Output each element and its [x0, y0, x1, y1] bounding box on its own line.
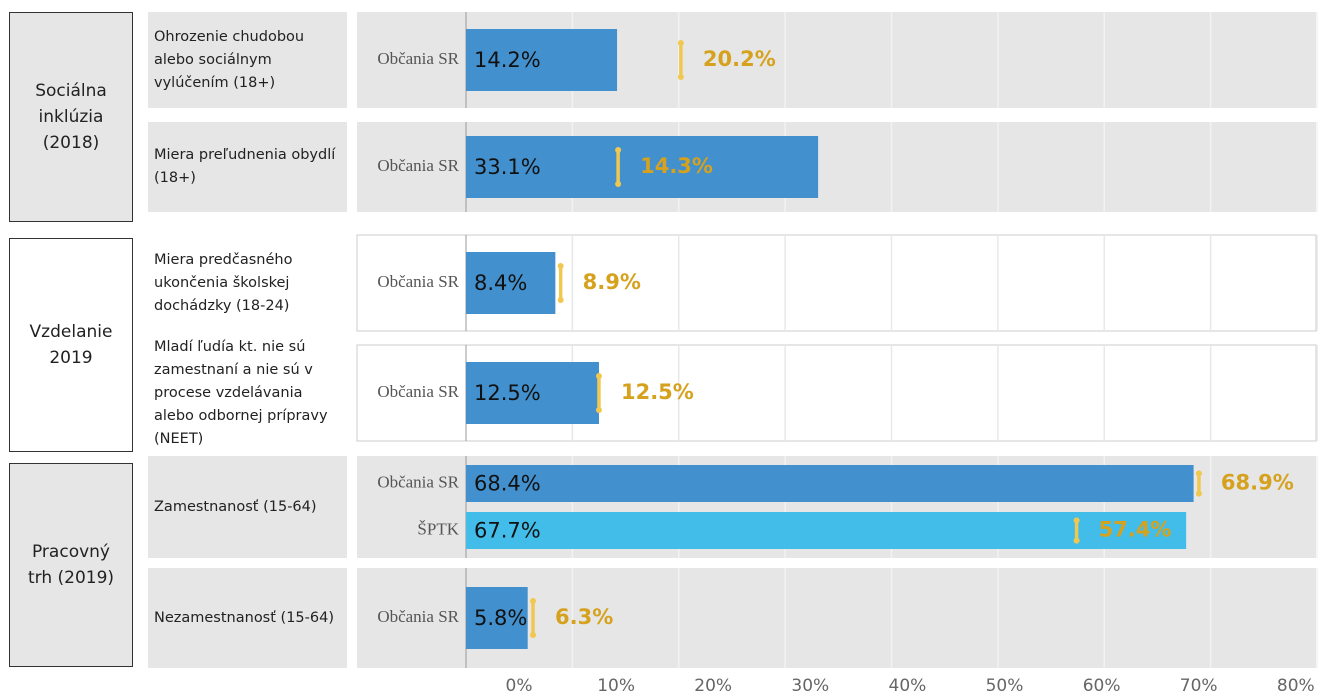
value-label: 67.7%	[474, 519, 541, 543]
marker-label: 20.2%	[703, 47, 776, 71]
marker-end	[530, 632, 537, 639]
marker-end	[677, 39, 684, 46]
x-tick-label: 0%	[506, 676, 533, 696]
bar	[466, 252, 556, 314]
marker-label: 12.5%	[621, 380, 694, 404]
marker-end	[1195, 470, 1202, 477]
value-label: 5.8%	[474, 606, 527, 630]
series-name: Občania SR	[377, 272, 459, 291]
bar	[466, 136, 819, 198]
series-name: Občania SR	[377, 382, 459, 401]
series-name: ŠPTK	[417, 519, 459, 538]
marker-label: 68.9%	[1221, 471, 1294, 495]
x-tick-label: 70%	[1180, 676, 1218, 696]
value-label: 12.5%	[474, 381, 541, 405]
marker-end	[595, 372, 602, 379]
bar	[466, 362, 599, 424]
series-name: Občania SR	[377, 49, 459, 68]
x-tick-label: 30%	[791, 676, 829, 696]
value-label: 8.4%	[474, 271, 527, 295]
marker-end	[677, 74, 684, 81]
x-tick-label: 50%	[986, 676, 1024, 696]
indicator-label: Zamestnanosť (15-64)	[148, 456, 347, 558]
value-label: 33.1%	[474, 155, 541, 179]
marker-end	[530, 597, 537, 604]
x-tick-label: 20%	[694, 676, 732, 696]
group-label: Vzdelanie 2019	[9, 238, 133, 452]
value-label: 68.4%	[474, 472, 541, 496]
bar	[466, 512, 1187, 549]
x-tick-label: 80%	[1277, 676, 1315, 696]
series-name: Občania SR	[377, 607, 459, 626]
series-name: Občania SR	[377, 472, 459, 491]
bar	[466, 29, 618, 91]
bar	[466, 587, 528, 649]
indicator-label: Miera predčasného ukončenia školskej doc…	[154, 251, 293, 314]
bar	[466, 465, 1194, 502]
marker-label: 57.4%	[1099, 518, 1172, 542]
x-tick-label: 60%	[1083, 676, 1121, 696]
group-label: Pracovný trh (2019)	[9, 463, 133, 667]
marker-label: 6.3%	[555, 605, 613, 629]
marker-end	[1195, 490, 1202, 497]
indicator-label: Mladí ľudía kt. nie sú zamestnaní a nie …	[154, 338, 328, 447]
marker-label: 8.9%	[583, 270, 641, 294]
x-tick-label: 10%	[597, 676, 635, 696]
marker-end	[595, 407, 602, 414]
marker-end	[615, 146, 622, 153]
x-tick-label: 40%	[889, 676, 927, 696]
marker-end	[1073, 537, 1080, 544]
group-label: Sociálna inklúzia (2018)	[9, 12, 133, 222]
marker-end	[1073, 517, 1080, 524]
marker-end	[557, 297, 564, 304]
marker-end	[557, 262, 564, 269]
indicator-label: Ohrozenie chudobou alebo sociálnym vylúč…	[148, 12, 347, 108]
value-label: 14.2%	[474, 48, 541, 72]
marker-label: 14.3%	[640, 154, 713, 178]
series-name: Občania SR	[377, 156, 459, 175]
indicator-label: Nezamestnanosť (15-64)	[148, 568, 347, 668]
indicator-label: Miera preľudnenia obydlí (18+)	[148, 122, 347, 212]
marker-end	[615, 181, 622, 188]
